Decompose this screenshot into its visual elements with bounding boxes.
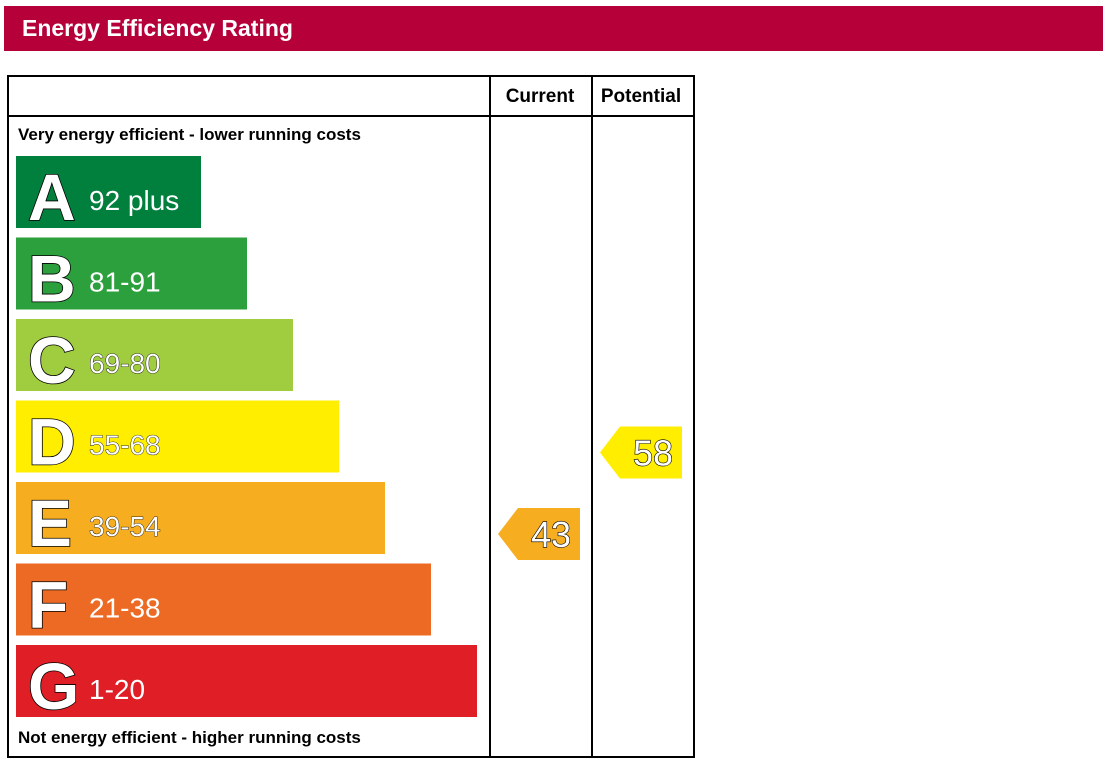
band-letter-g: G xyxy=(28,649,79,723)
rating-value-current: 43 xyxy=(531,514,571,555)
note-inefficient: Not energy efficient - higher running co… xyxy=(18,728,361,747)
rating-arrow-potential xyxy=(600,426,682,479)
header-bar: Energy Efficiency Rating xyxy=(4,6,1103,51)
band-b: B 81-91 xyxy=(16,237,247,316)
chart-frame xyxy=(7,75,695,758)
band-f: F 21-38 xyxy=(16,563,431,642)
band-bar-e xyxy=(16,482,385,554)
band-bar-b xyxy=(16,237,247,310)
rating-arrow-current xyxy=(498,508,580,560)
band-range-f: 21-38 xyxy=(89,593,161,624)
column-header-current: Current xyxy=(506,86,575,107)
band-range-b: 81-91 xyxy=(89,267,161,298)
band-e: E 39-54 xyxy=(16,482,385,561)
band-range-e: 39-54 xyxy=(89,511,161,542)
band-bar-a xyxy=(16,156,201,228)
column-header-potential: Potential xyxy=(601,86,681,107)
rating-marker-potential: 58 xyxy=(600,426,682,479)
band-letter-c: C xyxy=(28,323,76,397)
band-bar-f xyxy=(16,563,431,636)
band-bar-d xyxy=(16,400,339,473)
rating-marker-current: 43 xyxy=(498,508,580,560)
band-range-c: 69-80 xyxy=(89,348,161,379)
band-range-a: 92 plus xyxy=(89,185,179,216)
band-range-d: 55-68 xyxy=(89,430,161,461)
band-letter-b: B xyxy=(28,242,76,316)
band-letter-f: F xyxy=(28,568,68,642)
band-letter-a: A xyxy=(28,160,76,234)
band-letter-e: E xyxy=(28,486,72,560)
band-g: G 1-20 xyxy=(16,645,477,724)
band-d: D 55-68 xyxy=(16,400,339,479)
band-letter-d: D xyxy=(28,405,76,479)
band-bar-g xyxy=(16,645,477,717)
rating-bands: A 92 plus B 81-91 C 69-80 D 55-68 E 39-54 F 21-38 G 1… xyxy=(16,156,477,724)
rating-value-potential: 58 xyxy=(633,433,673,474)
rating-markers: 43 58 xyxy=(498,426,682,560)
note-efficient: Very energy efficient - lower running co… xyxy=(18,125,361,144)
band-range-g: 1-20 xyxy=(89,674,145,705)
band-bar-c xyxy=(16,319,293,391)
band-a: A 92 plus xyxy=(16,156,201,235)
page-title: Energy Efficiency Rating xyxy=(22,15,293,41)
band-c: C 69-80 xyxy=(16,319,293,398)
